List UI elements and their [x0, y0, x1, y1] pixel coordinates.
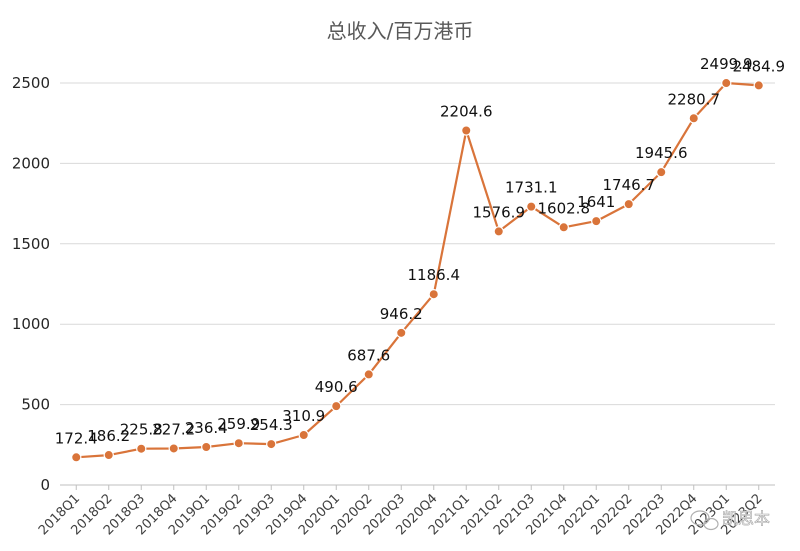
data-point [233, 438, 244, 449]
wechat-icon [690, 510, 719, 531]
data-point [363, 369, 374, 380]
data-point [136, 443, 147, 454]
data-label: 236.4 [185, 419, 228, 437]
grid-lines [60, 82, 775, 486]
data-label: 227.2 [152, 420, 195, 438]
data-point [656, 166, 667, 178]
data-label: 2499.9 [700, 55, 753, 73]
data-point [266, 438, 277, 450]
data-point [396, 327, 407, 339]
data-point [591, 215, 602, 227]
data-point [753, 80, 764, 91]
data-point [623, 198, 634, 210]
y-tick-label: 500 [21, 396, 50, 414]
data-point [493, 226, 504, 237]
y-tick-label: 0 [40, 476, 50, 494]
data-label: 259.9 [217, 415, 260, 433]
data-label: 225.8 [120, 421, 163, 439]
data-label: 1746.7 [603, 176, 656, 194]
data-point [298, 429, 309, 441]
watermark-text: 凯思本 [722, 509, 770, 528]
data-label: 254.3 [250, 416, 293, 434]
y-tick-label: 2500 [12, 74, 50, 92]
data-label: 687.6 [347, 346, 390, 364]
data-point [558, 222, 569, 233]
data-label: 2280.7 [668, 90, 721, 108]
data-label: 1731.1 [505, 179, 558, 197]
data-point [201, 441, 212, 453]
data-label: 186.2 [87, 427, 130, 445]
data-point [461, 125, 472, 136]
data-point [688, 113, 699, 124]
data-point [103, 449, 114, 461]
data-label: 172.4 [55, 429, 98, 447]
data-label: 1945.6 [635, 144, 688, 162]
data-point [526, 201, 537, 212]
data-label: 310.9 [282, 407, 325, 425]
data-labels: 172.4186.2225.8227.2236.4259.9254.3310.9… [55, 55, 785, 447]
y-axis-ticks: 0 500 1000 1500 2000 2500 [12, 74, 50, 494]
data-label: 2204.6 [440, 103, 493, 121]
data-point [428, 289, 439, 300]
watermark: 凯思本 [690, 509, 770, 531]
data-label: 2484.9 [733, 57, 786, 75]
series-line-layer [76, 81, 759, 459]
data-point [168, 443, 179, 454]
data-point [331, 400, 342, 412]
data-label: 490.6 [315, 378, 358, 396]
data-label: 1641 [577, 193, 615, 211]
data-label: 1186.4 [408, 266, 461, 284]
y-tick-label: 2000 [12, 154, 50, 172]
data-point [721, 77, 732, 89]
y-tick-label: 1500 [12, 235, 50, 253]
data-points [71, 77, 764, 463]
data-label: 1576.9 [473, 203, 526, 221]
data-label: 946.2 [380, 305, 423, 323]
chart-title: 总收入/百万港币 [327, 19, 474, 43]
y-tick-label: 1000 [12, 315, 50, 333]
series-line [76, 81, 759, 459]
x-axis-ticks: 2018Q12018Q22018Q32018Q42019Q12019Q22019… [36, 485, 766, 538]
data-label: 1602.8 [538, 199, 591, 217]
data-point [71, 452, 82, 463]
